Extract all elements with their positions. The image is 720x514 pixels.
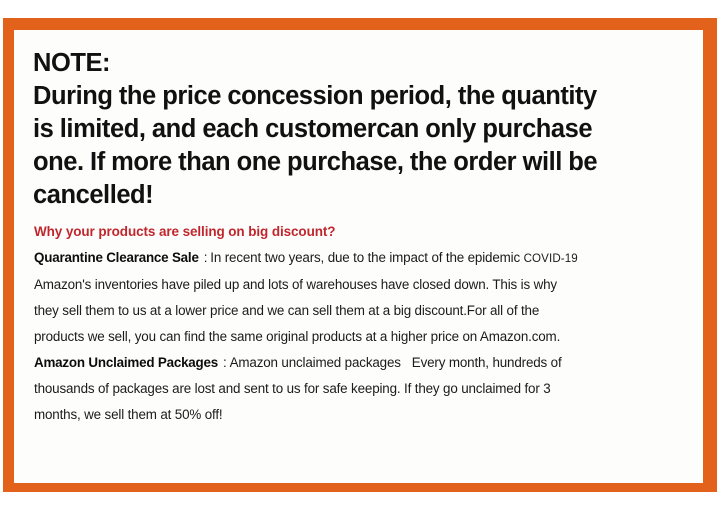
headline-line-1: NOTE: xyxy=(33,49,111,77)
section-2-lead: Amazon Unclaimed Packages xyxy=(34,355,219,370)
headline-line-3: is limited, and each customercan only pu… xyxy=(33,115,593,143)
section-1-line-1-text: In recent two years, due to the impact o… xyxy=(210,250,524,265)
body-block: Quarantine Clearance Sale: In recent two … xyxy=(14,241,703,428)
headline-line-5: cancelled! xyxy=(33,181,154,209)
note-card-body: NOTE: During the price concession period… xyxy=(14,30,703,483)
section-1-line-3: they sell them to us at a lower price an… xyxy=(34,303,540,318)
section-1-line-1: Quarantine Clearance Sale: In recent two … xyxy=(34,245,699,272)
section-2-line-1: Amazon Unclaimed Packages: Amazon unclaim… xyxy=(34,350,699,376)
subheading-why-discount: Why your products are selling on big dis… xyxy=(34,224,336,239)
section-2-line-2: thousands of packages are lost and sent … xyxy=(34,381,551,396)
headline-line-2: During the price concession period, the … xyxy=(33,82,597,110)
note-card: NOTE: During the price concession period… xyxy=(3,18,717,492)
section-1-line-2: Amazon's inventories have piled up and l… xyxy=(34,277,557,292)
section-1-lead: Quarantine Clearance Sale xyxy=(34,250,199,265)
section-1-separator: : xyxy=(203,250,208,265)
headline-line-4: one. If more than one purchase, the orde… xyxy=(33,148,598,176)
section-2-line-3: months, we sell them at 50% off! xyxy=(34,407,223,422)
section-2-separator: : xyxy=(223,355,227,370)
section-2-line-1-text-b: Every month, hundreds of xyxy=(411,355,562,370)
section-quarantine-clearance-sale: Quarantine Clearance Sale: In recent two … xyxy=(34,245,699,350)
covid-term: COVID-19 xyxy=(523,252,578,265)
section-amazon-unclaimed-packages: Amazon Unclaimed Packages: Amazon unclaim… xyxy=(34,350,699,428)
section-2-line-1-text-a: Amazon unclaimed packages xyxy=(229,355,401,370)
section-1-line-4: products we sell, you can find the same … xyxy=(34,329,561,344)
headline-block: NOTE: During the price concession period… xyxy=(14,30,703,212)
